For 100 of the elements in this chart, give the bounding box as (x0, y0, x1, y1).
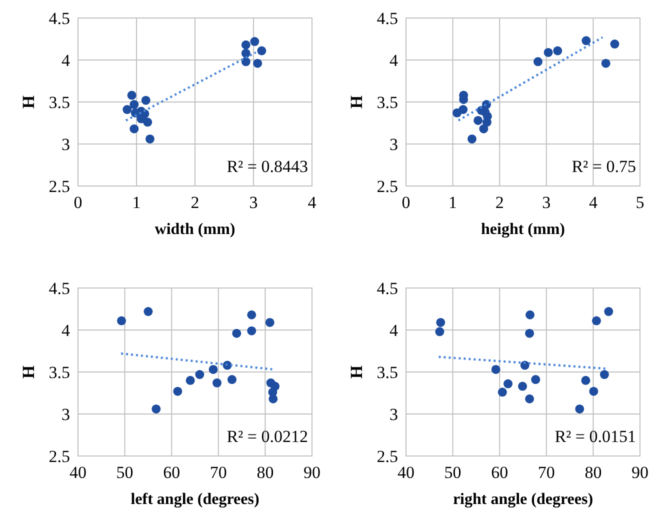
y-tick-label: 2.5 (376, 447, 398, 466)
point (152, 404, 161, 414)
y-tick-label: 3.5 (376, 93, 398, 112)
point (601, 58, 610, 68)
x-tick-label: 4 (308, 193, 317, 212)
point (208, 364, 218, 374)
y-tick-label: 4.5 (376, 279, 398, 298)
y-axis-title: H (347, 95, 366, 109)
point (130, 100, 139, 110)
point (533, 57, 542, 66)
point (604, 307, 614, 316)
x-tick-label: 4 (588, 193, 598, 212)
point (241, 40, 250, 50)
point (143, 118, 152, 127)
y-tick-label: 4.5 (376, 9, 398, 28)
point (491, 364, 500, 374)
y-tick-label: 3 (390, 135, 398, 154)
x-tick-label: 3 (249, 193, 258, 212)
y-axis-title: H (347, 365, 366, 379)
y-tick-label: 4 (390, 321, 398, 340)
point (127, 90, 136, 100)
point (526, 310, 535, 320)
point (436, 318, 446, 327)
y-tick-label: 3.5 (48, 363, 70, 382)
point (575, 404, 584, 414)
point (525, 394, 534, 404)
x-tick-label: 40 (398, 463, 414, 482)
annotation: R² = 0.0212 (226, 427, 308, 446)
point (253, 58, 262, 68)
point (504, 379, 513, 388)
point (212, 378, 222, 388)
y-tick-label: 2.5 (48, 447, 70, 466)
point (241, 48, 250, 58)
point (525, 328, 534, 338)
y-tick-label: 2.5 (376, 177, 398, 196)
y-axis-title: H (19, 95, 38, 109)
y-tick-label: 4.5 (48, 279, 70, 298)
x-tick-label: 40 (70, 463, 86, 482)
point (250, 37, 260, 46)
point (122, 105, 132, 114)
point (518, 382, 528, 391)
point (482, 118, 492, 127)
y-tick-label: 3 (62, 405, 70, 424)
x-axis-title: width (mm) (154, 221, 236, 238)
x-tick-label: 90 (304, 463, 320, 482)
x-tick-label: 0 (74, 193, 82, 212)
point (467, 134, 476, 144)
x-tick-label: 90 (632, 463, 648, 482)
point (265, 318, 274, 327)
x-tick-label: 2 (495, 193, 504, 212)
y-tick-label: 4.5 (48, 9, 70, 28)
point (257, 46, 266, 56)
x-axis-title: left angle (degrees) (130, 491, 260, 508)
point (227, 375, 236, 384)
point (232, 328, 242, 338)
point (582, 36, 591, 46)
x-axis-title: height (mm) (481, 221, 565, 238)
point (592, 316, 601, 326)
x-tick-label: 70 (538, 463, 555, 482)
x-tick-label: 1 (448, 193, 458, 212)
annotation: R² = 0.75 (572, 157, 636, 176)
y-tick-label: 3 (390, 405, 398, 424)
x-tick-label: 3 (542, 193, 551, 212)
y-tick-label: 4 (62, 321, 70, 340)
point (479, 124, 488, 134)
point (247, 326, 256, 336)
point (117, 316, 126, 326)
y-tick-label: 4 (62, 51, 70, 70)
point (435, 327, 444, 336)
point (186, 376, 195, 385)
point (241, 57, 250, 66)
x-tick-label: 0 (402, 193, 410, 212)
x-tick-label: 60 (491, 463, 508, 482)
point (610, 40, 620, 49)
point (130, 124, 139, 134)
y-tick-label: 3.5 (48, 93, 70, 112)
x-tick-label: 2 (190, 193, 200, 212)
point (268, 394, 278, 404)
point (458, 105, 468, 114)
point (144, 307, 153, 316)
point (474, 116, 483, 125)
y-tick-label: 3.5 (376, 363, 398, 382)
x-tick-label: 80 (584, 463, 602, 482)
x-tick-label: 50 (116, 463, 134, 482)
y-tick-label: 4 (390, 51, 398, 70)
point (553, 46, 562, 56)
x-tick-label: 60 (163, 463, 180, 482)
point (531, 375, 540, 384)
point (173, 386, 182, 396)
y-tick-label: 3 (62, 135, 70, 154)
point (145, 134, 154, 144)
y-axis-title: H (19, 365, 38, 379)
point (247, 310, 256, 320)
point (600, 370, 609, 380)
x-tick-label: 5 (636, 193, 644, 212)
x-tick-label: 70 (210, 463, 227, 482)
y-tick-label: 2.5 (48, 177, 70, 196)
x-tick-label: 80 (256, 463, 274, 482)
point (141, 96, 150, 105)
x-tick-label: 50 (444, 463, 462, 482)
